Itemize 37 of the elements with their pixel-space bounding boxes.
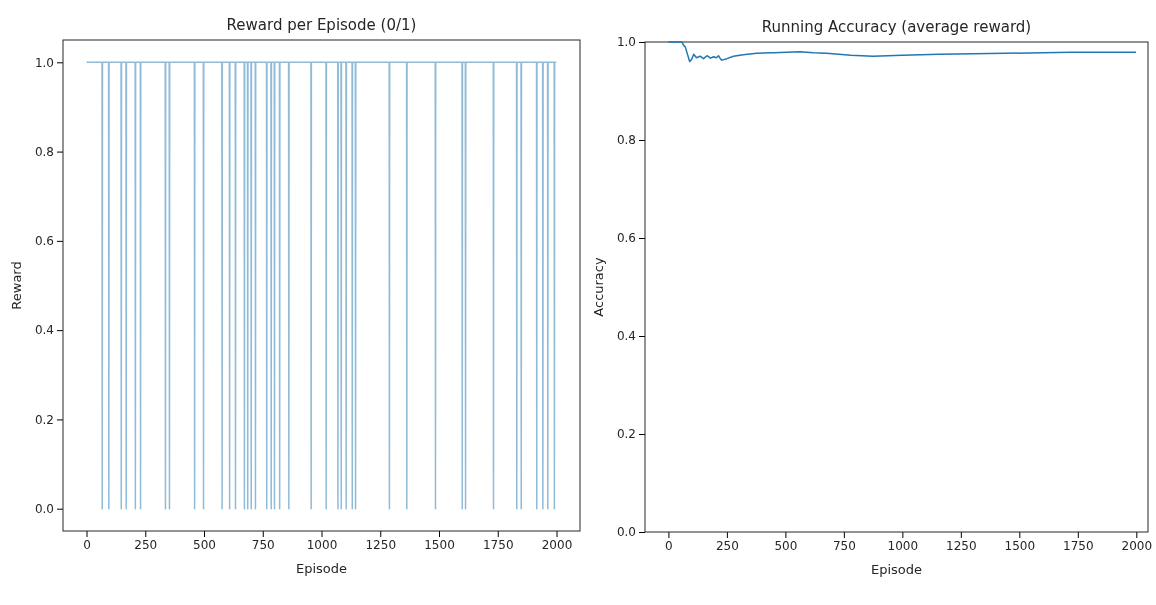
x-tick-label: 2000 — [541, 537, 573, 552]
x-tick-label: 1500 — [1004, 538, 1036, 553]
y-axis-title: Reward — [9, 261, 24, 310]
y-axis-title: Accuracy — [591, 257, 606, 317]
x-tick-label: 1250 — [365, 537, 397, 552]
line-series — [667, 41, 1137, 63]
y-tick-label: 0.0 — [34, 502, 54, 517]
x-tick-label: 1750 — [1063, 538, 1094, 553]
x-tick-label: 250 — [134, 537, 158, 552]
x-tick-label: 0 — [665, 538, 673, 553]
x-tick-label: 2000 — [1121, 538, 1153, 553]
x-tick-label: 1500 — [424, 537, 455, 552]
x-tick-label: 500 — [193, 537, 216, 552]
x-tick-label: 750 — [832, 538, 856, 553]
chart-title: Running Accuracy (average reward) — [761, 18, 1032, 36]
y-tick-label: 1.0 — [34, 55, 54, 70]
chart-title: Reward per Episode (0/1) — [226, 16, 417, 34]
y-tick-label: 0.6 — [616, 231, 636, 246]
y-tick-label: 0.0 — [616, 525, 636, 540]
y-tick-label: 0.2 — [616, 427, 636, 442]
x-tick-label: 500 — [774, 538, 798, 553]
x-tick-label: 1000 — [306, 537, 338, 552]
y-tick-label: 0.4 — [616, 329, 636, 344]
y-tick-label: 0.6 — [34, 234, 54, 249]
y-tick-label: 0.8 — [616, 133, 636, 148]
x-axis-title: Episode — [295, 561, 348, 576]
x-tick-label: 1750 — [482, 537, 514, 552]
x-tick-label: 1000 — [887, 538, 919, 553]
y-tick-label: 1.0 — [616, 35, 636, 50]
x-tick-label: 1250 — [946, 538, 977, 553]
y-tick-label: 0.4 — [34, 323, 54, 338]
x-tick-label: 750 — [251, 537, 275, 552]
x-tick-label: 250 — [715, 538, 739, 553]
x-axis-title: Episode — [870, 562, 923, 577]
y-tick-label: 0.2 — [34, 412, 54, 427]
y-tick-label: 0.8 — [34, 144, 54, 159]
x-tick-label: 0 — [83, 537, 91, 552]
